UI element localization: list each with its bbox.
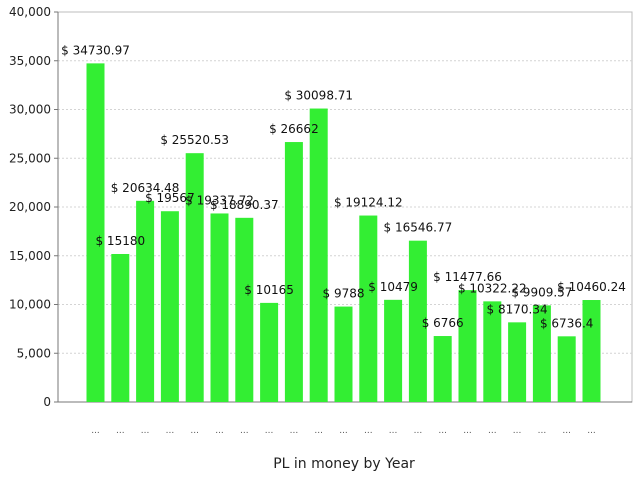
data-label: $ 30098.71 <box>284 89 353 103</box>
data-label: $ 9909.57 <box>511 285 572 299</box>
bar <box>557 336 576 402</box>
bar <box>483 301 502 402</box>
bar <box>136 200 155 402</box>
bar <box>260 302 279 402</box>
data-label: $ 18890.37 <box>210 198 279 212</box>
y-tick-label: 30,000 <box>9 103 51 117</box>
x-tick-label: ... <box>265 426 274 436</box>
bar <box>160 211 179 402</box>
x-tick-labels: ........................................… <box>91 426 596 436</box>
y-tick-label: 25,000 <box>9 151 51 165</box>
x-tick-label: ... <box>166 426 175 436</box>
bar <box>111 253 130 402</box>
data-label: $ 34730.97 <box>61 43 130 57</box>
data-label: $ 19124.12 <box>334 196 403 210</box>
x-tick-label: ... <box>314 426 323 436</box>
y-tick-label: 20,000 <box>9 200 51 214</box>
x-axis-label: PL in money by Year <box>273 456 415 472</box>
bar <box>384 299 403 402</box>
y-tick-label: 5,000 <box>17 346 51 360</box>
data-label: $ 26662 <box>269 122 319 136</box>
data-label: $ 10322.22 <box>458 281 527 295</box>
x-tick-label: ... <box>240 426 249 436</box>
x-tick-label: ... <box>538 426 547 436</box>
x-tick-label: ... <box>141 426 150 436</box>
bar <box>359 215 378 402</box>
bar <box>334 306 353 402</box>
bars <box>86 63 601 403</box>
x-tick-label: ... <box>438 426 447 436</box>
bar <box>458 290 477 402</box>
x-tick-label: ... <box>562 426 571 436</box>
bar <box>86 63 105 402</box>
data-label: $ 6766 <box>422 316 464 330</box>
data-label: $ 10479 <box>368 280 418 294</box>
x-tick-label: ... <box>488 426 497 436</box>
x-tick-label: ... <box>389 426 398 436</box>
y-tick-label: 15,000 <box>9 249 51 263</box>
data-label: $ 11477.66 <box>433 270 502 284</box>
x-tick-label: ... <box>513 426 522 436</box>
data-label: $ 6736.4 <box>540 316 593 330</box>
bar <box>582 300 601 402</box>
bar <box>235 217 254 402</box>
bar <box>433 336 452 402</box>
data-label: $ 20634.48 <box>111 181 180 195</box>
x-tick-label: ... <box>215 426 224 436</box>
y-tick-label: 0 <box>43 395 51 409</box>
y-tick-label: 40,000 <box>9 5 51 19</box>
y-tick-label: 35,000 <box>9 54 51 68</box>
bar <box>309 108 328 403</box>
bar <box>508 322 527 402</box>
data-label: $ 8170.34 <box>487 302 548 316</box>
bar <box>284 142 303 402</box>
data-label: $ 25520.53 <box>160 133 229 147</box>
x-tick-label: ... <box>587 426 596 436</box>
x-tick-label: ... <box>190 426 199 436</box>
x-tick-label: ... <box>91 426 100 436</box>
x-tick-label: ... <box>339 426 348 436</box>
x-tick-label: ... <box>116 426 125 436</box>
x-tick-label: ... <box>290 426 299 436</box>
bar <box>185 153 204 402</box>
data-label: $ 10165 <box>244 283 294 297</box>
y-axis: 0 5,000 10,000 15,000 20,000 25,000 30,000 35,0… <box>9 5 632 409</box>
bar <box>408 240 427 402</box>
data-label: $ 16546.77 <box>384 221 453 235</box>
data-label: $ 19337.72 <box>185 193 254 207</box>
data-label: $ 19567 <box>145 191 195 205</box>
bar <box>532 305 551 402</box>
x-tick-label: ... <box>414 426 423 436</box>
y-tick-label: 10,000 <box>9 298 51 312</box>
data-labels: $ 34730.97 $ 15180 $ 20634.48$ 19567 $ 2552… <box>61 43 626 330</box>
data-label: $ 9788 <box>323 287 365 301</box>
data-label: $ 10460.24 <box>557 280 626 294</box>
x-tick-label: ... <box>364 426 373 436</box>
data-label: $ 15180 <box>95 234 145 248</box>
bar <box>210 213 229 402</box>
x-tick-label: ... <box>463 426 472 436</box>
